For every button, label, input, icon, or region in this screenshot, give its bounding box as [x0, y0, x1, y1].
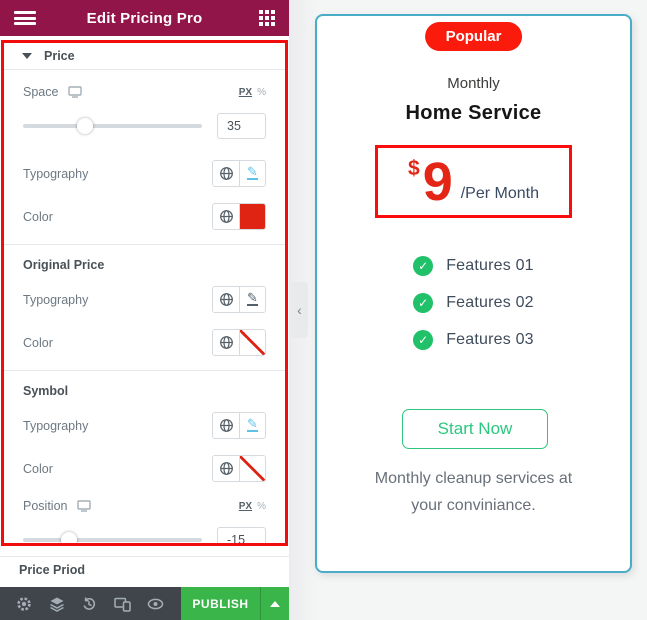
navigator-layers-icon[interactable]: [48, 595, 66, 613]
settings-gear-icon[interactable]: [15, 595, 33, 613]
edit-typography-button[interactable]: ✎: [239, 287, 265, 312]
global-color-icon[interactable]: [213, 204, 239, 229]
section-divider: [0, 556, 289, 557]
space-slider-thumb[interactable]: [76, 118, 93, 134]
panel-title: Edit Pricing Pro: [86, 9, 203, 27]
panel-header: Edit Pricing Pro: [0, 0, 289, 36]
subsection-title: Original Price: [23, 258, 105, 272]
empty-color-swatch: [240, 330, 265, 355]
panel-footer-toolbar: PUBLISH: [0, 587, 289, 620]
empty-color-swatch: [240, 456, 265, 481]
popular-badge: Popular: [424, 22, 523, 51]
check-icon: ✓: [413, 256, 434, 276]
price-selected-box[interactable]: $ 9 /Per Month: [375, 145, 572, 218]
section-price-header[interactable]: Price: [4, 43, 285, 70]
unit-px[interactable]: PX: [238, 500, 253, 512]
pencil-icon: ✎: [247, 290, 258, 306]
color-picker-button[interactable]: [239, 330, 265, 355]
position-slider-thumb[interactable]: [60, 532, 77, 543]
collapse-arrow-icon: ‹: [297, 302, 302, 318]
typography-control: ✎: [212, 160, 266, 187]
pencil-icon: ✎: [247, 416, 258, 432]
edit-typography-button[interactable]: ✎: [239, 413, 265, 438]
original-price-section: Original Price Typography ✎ Color: [4, 244, 285, 370]
color-control: [212, 329, 266, 356]
unit-switcher: PX%: [239, 87, 266, 98]
typography-label: Typography: [23, 292, 89, 307]
widgets-grid-icon[interactable]: [259, 10, 275, 26]
unit-percent[interactable]: %: [257, 86, 266, 98]
list-item: ✓ Features 02: [317, 291, 630, 315]
position-input[interactable]: [217, 527, 266, 543]
plan-title: Home Service: [405, 102, 542, 124]
global-typography-icon[interactable]: [213, 413, 239, 438]
feature-label: Features 02: [446, 294, 534, 311]
global-typography-icon[interactable]: [213, 161, 239, 186]
color-label: Color: [23, 335, 53, 350]
symbol-section: Symbol Typography ✎ Color: [4, 370, 285, 543]
global-color-icon[interactable]: [213, 330, 239, 355]
edit-typography-button[interactable]: ✎: [239, 161, 265, 186]
chevron-down-icon: [22, 53, 32, 59]
check-icon: ✓: [413, 330, 434, 350]
unit-px[interactable]: PX: [238, 86, 253, 98]
publish-button[interactable]: PUBLISH: [181, 587, 260, 620]
history-icon[interactable]: [80, 595, 98, 613]
responsive-mode-icon[interactable]: [113, 595, 131, 613]
position-label: Position: [23, 499, 92, 513]
feature-label: Features 01: [446, 257, 534, 274]
subsection-title: Symbol: [23, 384, 69, 398]
publish-options-button[interactable]: [260, 587, 289, 620]
color-picker-button[interactable]: [239, 456, 265, 481]
price-value: 9: [422, 151, 453, 212]
section-price-period-header[interactable]: Price Priod: [19, 563, 85, 577]
space-input[interactable]: [217, 113, 266, 139]
price-section-controls: Space PX%: [4, 70, 285, 244]
space-slider[interactable]: [23, 115, 202, 137]
responsive-monitor-icon[interactable]: [68, 86, 83, 98]
responsive-monitor-icon[interactable]: [77, 500, 92, 512]
selected-settings-region: Price Space PX%: [1, 40, 288, 546]
period-label: Monthly: [447, 75, 500, 92]
editor-panel: Edit Pricing Pro Price Space: [0, 0, 289, 620]
pencil-icon: ✎: [247, 164, 258, 180]
typography-label: Typography: [23, 418, 89, 433]
color-control: [212, 203, 266, 230]
price-period-suffix: /Per Month: [460, 184, 539, 202]
space-label: Space: [23, 85, 83, 99]
position-slider[interactable]: [23, 529, 202, 543]
pricing-card: Popular Monthly Home Service $ 9 /Per Mo…: [315, 14, 632, 573]
list-item: ✓ Features 03: [317, 328, 630, 352]
section-title: Price: [44, 49, 75, 63]
color-picker-button[interactable]: [239, 204, 265, 229]
panel-collapse-handle[interactable]: ‹: [291, 282, 308, 338]
menu-icon[interactable]: [14, 11, 36, 25]
typography-control: ✎: [212, 412, 266, 439]
check-icon: ✓: [413, 293, 434, 313]
global-typography-icon[interactable]: [213, 287, 239, 312]
unit-switcher: PX%: [239, 501, 266, 512]
currency-symbol: $: [408, 156, 420, 180]
red-color-swatch: [240, 204, 265, 229]
typography-label: Typography: [23, 166, 89, 181]
start-now-button[interactable]: Start Now: [402, 409, 548, 449]
preview-canvas: ‹ Popular Monthly Home Service $ 9 /Per …: [289, 0, 647, 620]
list-item: ✓ Features 01: [317, 254, 630, 278]
color-label: Color: [23, 209, 53, 224]
plan-description: Monthly cleanup services at your convini…: [374, 470, 573, 514]
color-control: [212, 455, 266, 482]
typography-control: ✎: [212, 286, 266, 313]
color-label: Color: [23, 461, 53, 476]
preview-eye-icon[interactable]: [146, 595, 164, 613]
global-color-icon[interactable]: [213, 456, 239, 481]
features-list: ✓ Features 01 ✓ Features 02 ✓ Features 0…: [317, 254, 630, 365]
chevron-up-icon: [270, 600, 280, 607]
feature-label: Features 03: [446, 331, 534, 348]
unit-percent[interactable]: %: [257, 500, 266, 512]
